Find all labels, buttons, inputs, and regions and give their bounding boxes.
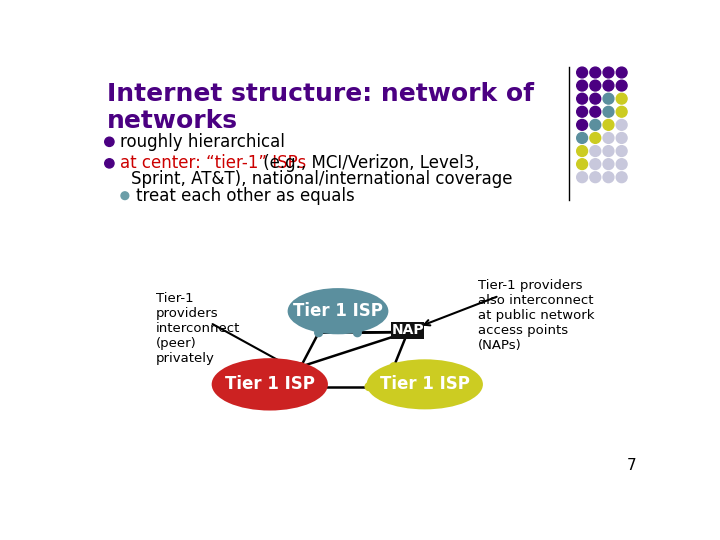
Text: at center: “tier-1” ISPs: at center: “tier-1” ISPs xyxy=(120,154,307,172)
Circle shape xyxy=(603,146,614,157)
Circle shape xyxy=(603,67,614,78)
Circle shape xyxy=(616,106,627,117)
Circle shape xyxy=(315,329,323,336)
Circle shape xyxy=(616,93,627,104)
Circle shape xyxy=(590,67,600,78)
Ellipse shape xyxy=(287,288,388,334)
Circle shape xyxy=(577,172,588,183)
Circle shape xyxy=(616,172,627,183)
Text: NAP: NAP xyxy=(392,323,424,338)
Circle shape xyxy=(590,159,600,170)
Circle shape xyxy=(616,80,627,91)
FancyBboxPatch shape xyxy=(392,322,424,339)
Circle shape xyxy=(577,80,588,91)
Circle shape xyxy=(590,93,600,104)
Circle shape xyxy=(603,132,614,143)
Text: Tier 1 ISP: Tier 1 ISP xyxy=(225,375,315,393)
Circle shape xyxy=(577,132,588,143)
Text: Tier 1 ISP: Tier 1 ISP xyxy=(293,302,383,320)
Circle shape xyxy=(590,119,600,130)
Circle shape xyxy=(577,93,588,104)
Circle shape xyxy=(577,146,588,157)
Circle shape xyxy=(315,383,323,390)
Circle shape xyxy=(590,146,600,157)
Circle shape xyxy=(603,119,614,130)
Text: 7: 7 xyxy=(626,458,636,473)
Circle shape xyxy=(616,159,627,170)
Circle shape xyxy=(603,106,614,117)
Circle shape xyxy=(616,146,627,157)
Circle shape xyxy=(121,192,129,200)
Circle shape xyxy=(590,132,600,143)
Circle shape xyxy=(577,67,588,78)
Circle shape xyxy=(577,159,588,170)
Circle shape xyxy=(104,137,114,146)
Text: networks: networks xyxy=(107,110,238,133)
Ellipse shape xyxy=(366,359,483,409)
Circle shape xyxy=(590,106,600,117)
Circle shape xyxy=(603,80,614,91)
Circle shape xyxy=(577,119,588,130)
Text: roughly hierarchical: roughly hierarchical xyxy=(120,133,285,151)
Circle shape xyxy=(354,329,361,336)
Text: Tier 1 ISP: Tier 1 ISP xyxy=(380,375,469,393)
Text: treat each other as equals: treat each other as equals xyxy=(136,187,354,205)
Text: Sprint, AT&T), national/international coverage: Sprint, AT&T), national/international co… xyxy=(131,170,513,188)
Circle shape xyxy=(590,172,600,183)
Text: Tier-1
providers
interconnect
(peer)
privately: Tier-1 providers interconnect (peer) pri… xyxy=(156,292,240,365)
Circle shape xyxy=(577,106,588,117)
Circle shape xyxy=(616,119,627,130)
Text: (e.g., MCI/Verizon, Level3,: (e.g., MCI/Verizon, Level3, xyxy=(258,154,480,172)
Circle shape xyxy=(104,159,114,168)
Circle shape xyxy=(603,172,614,183)
Circle shape xyxy=(390,363,397,370)
Circle shape xyxy=(365,383,373,390)
Circle shape xyxy=(616,67,627,78)
Text: Internet structure: network of: Internet structure: network of xyxy=(107,82,534,106)
Ellipse shape xyxy=(212,358,328,410)
Circle shape xyxy=(616,132,627,143)
Text: Tier-1 providers
also interconnect
at public network
access points
(NAPs): Tier-1 providers also interconnect at pu… xyxy=(477,279,594,352)
Circle shape xyxy=(297,363,305,370)
Circle shape xyxy=(603,93,614,104)
Circle shape xyxy=(603,159,614,170)
Circle shape xyxy=(590,80,600,91)
